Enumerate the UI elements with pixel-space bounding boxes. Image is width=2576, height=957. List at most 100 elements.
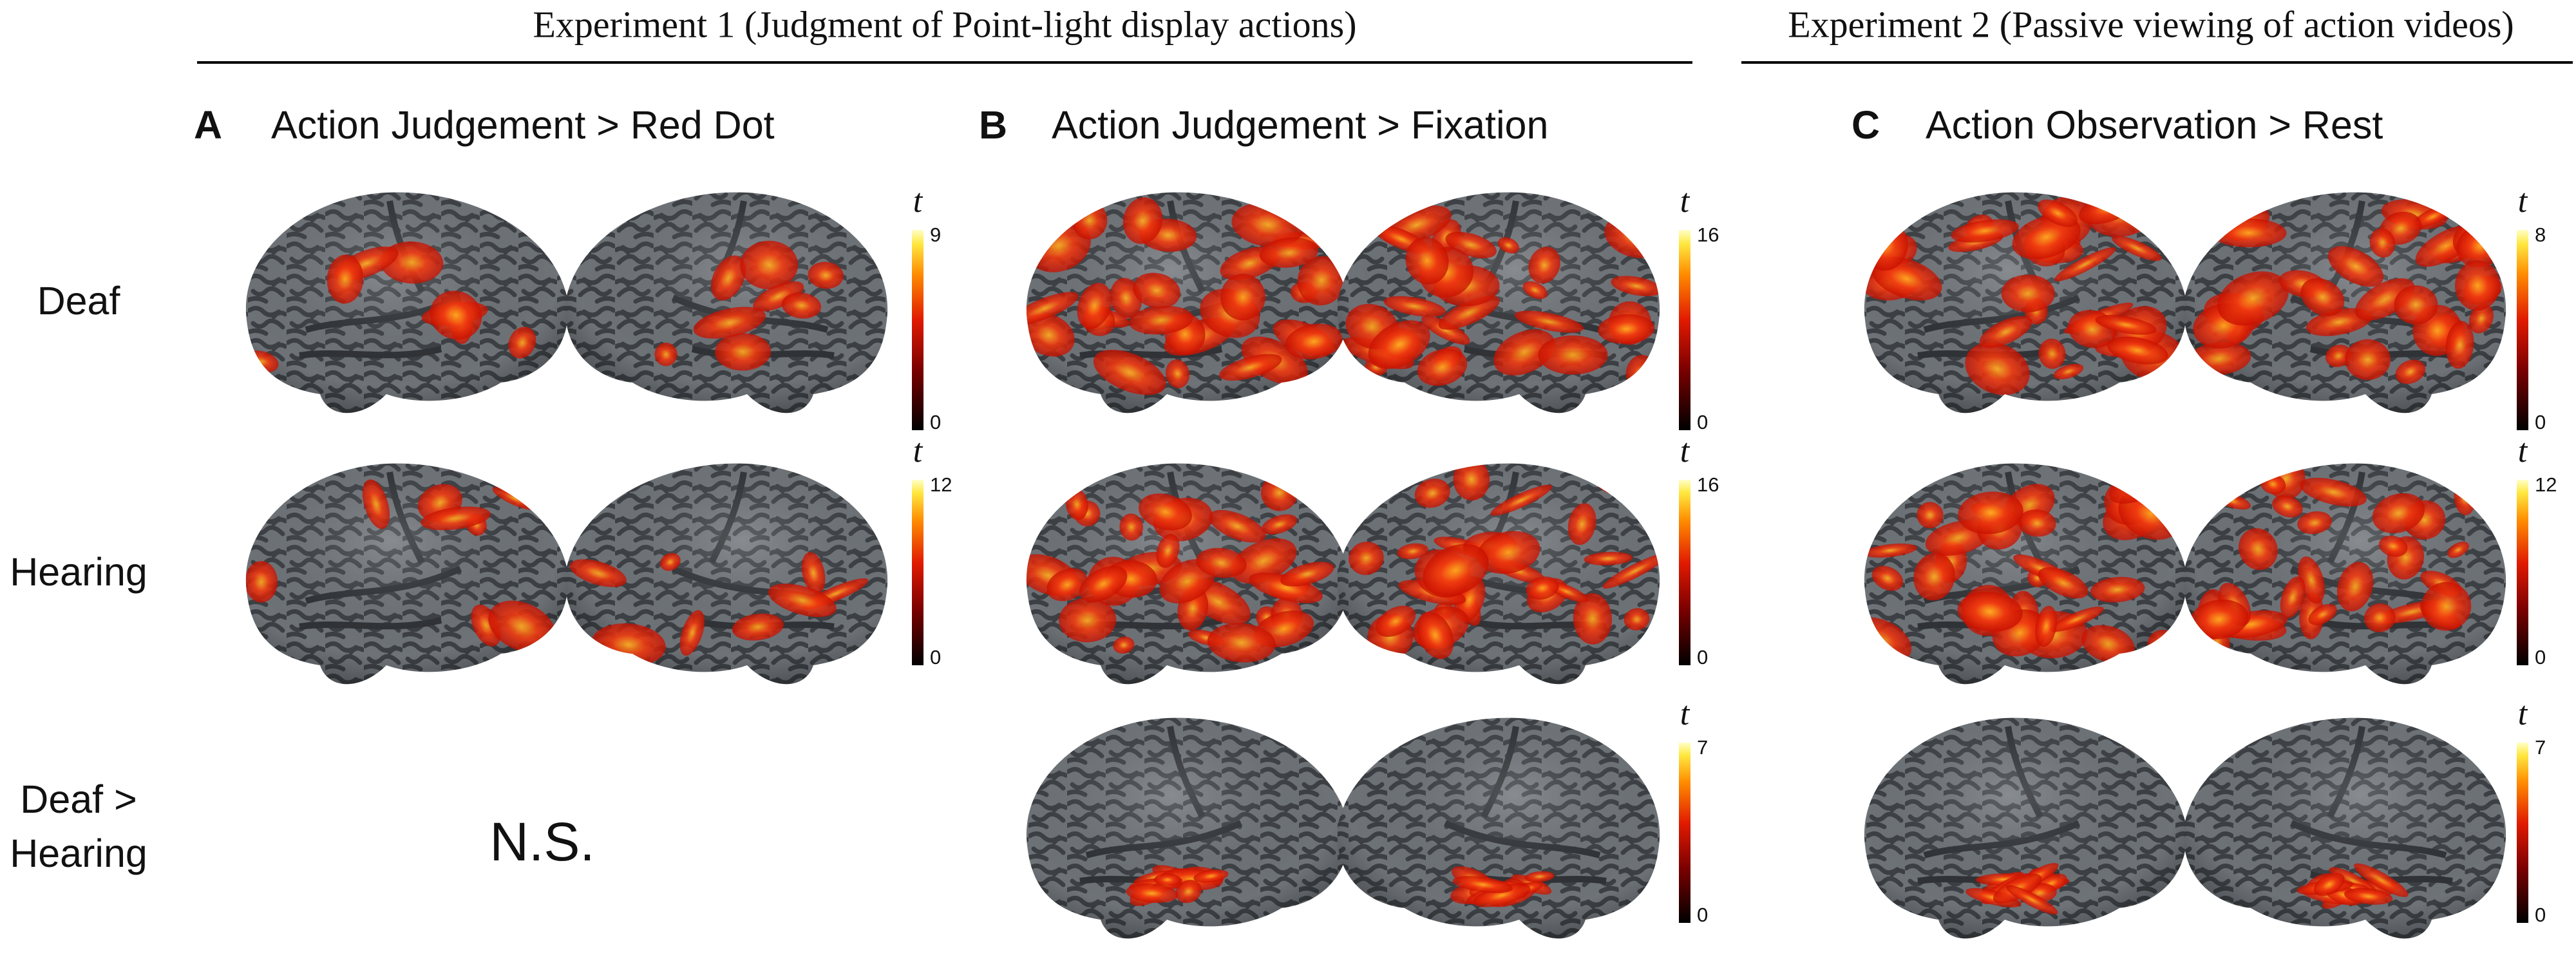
activation-map bbox=[245, 241, 536, 373]
activation-blob bbox=[693, 307, 766, 339]
panel-title: Action Judgement > Red Dot bbox=[271, 103, 775, 147]
activation-blob bbox=[245, 561, 278, 603]
activation-blob bbox=[2468, 303, 2494, 334]
activation-blob bbox=[1417, 348, 1468, 386]
activation-blob bbox=[2300, 278, 2345, 316]
panel-title: Action Observation > Rest bbox=[1926, 103, 2383, 147]
colorbar-min: 0 bbox=[2535, 411, 2546, 433]
colorbar-max: 12 bbox=[930, 473, 952, 496]
experiment-title: Experiment 2 (Passive viewing of action … bbox=[1788, 3, 2514, 45]
activation-blob bbox=[1207, 623, 1276, 663]
activation-blob bbox=[2378, 535, 2408, 557]
row-label: Hearing bbox=[10, 550, 147, 594]
activation-blob bbox=[1414, 478, 1450, 508]
brain bbox=[1864, 718, 2186, 939]
colorbar-max: 7 bbox=[2535, 736, 2546, 759]
activation-blob bbox=[1524, 871, 1555, 882]
activation-blob bbox=[2018, 509, 2056, 537]
activation-blob bbox=[781, 292, 822, 319]
colorbar-symbol: t bbox=[2518, 433, 2528, 469]
activation-blob bbox=[711, 255, 746, 301]
brain bbox=[1859, 184, 2192, 413]
brain-surface bbox=[1864, 718, 2186, 939]
activation-blob bbox=[2345, 339, 2391, 381]
activation-blob bbox=[2445, 321, 2474, 369]
brain bbox=[1027, 718, 1349, 939]
brain-surface bbox=[1027, 718, 1349, 939]
activation-blob bbox=[1453, 463, 1490, 501]
activation-blob bbox=[659, 553, 681, 571]
brain-surface bbox=[246, 464, 568, 685]
activation-blob bbox=[2354, 278, 2415, 321]
activation-blob bbox=[2190, 599, 2249, 640]
activation-blob bbox=[1405, 236, 1449, 285]
activation-blob bbox=[2038, 199, 2078, 227]
colorbar-max: 9 bbox=[930, 223, 941, 246]
activation-map bbox=[245, 479, 556, 653]
activation-blob bbox=[2217, 271, 2289, 326]
activation-blob bbox=[2053, 363, 2084, 380]
activation-blob bbox=[1951, 219, 2020, 243]
activation-blob bbox=[2005, 885, 2058, 914]
activation-blob bbox=[1383, 296, 1446, 317]
activation-blob bbox=[1624, 608, 1650, 630]
activation-blob bbox=[2354, 863, 2409, 897]
colorbar-max: 16 bbox=[1697, 223, 1719, 246]
activation-blob bbox=[1196, 547, 1247, 578]
colorbar-symbol: t bbox=[1680, 696, 1690, 732]
brain bbox=[245, 464, 568, 685]
activation-blob bbox=[2300, 477, 2367, 507]
activation-blob bbox=[2421, 582, 2472, 631]
activation-blob bbox=[1965, 342, 2030, 395]
activation-blob bbox=[1159, 559, 1215, 604]
activation-blob bbox=[1297, 256, 1346, 306]
activation-map bbox=[1026, 474, 1334, 663]
activation-blob bbox=[430, 290, 482, 340]
colorbar bbox=[1679, 230, 1690, 430]
activation-blob bbox=[1473, 884, 1531, 907]
brain bbox=[1338, 718, 1660, 939]
activation-blob bbox=[801, 552, 826, 594]
activation-blob bbox=[1208, 509, 1266, 543]
brain bbox=[2184, 193, 2511, 413]
activation-blob bbox=[1249, 572, 1323, 603]
activation-blob bbox=[732, 613, 784, 641]
activation-blob bbox=[2280, 576, 2306, 618]
activation-blob bbox=[714, 333, 772, 371]
activation-blob bbox=[1452, 876, 1513, 893]
brain-surface bbox=[246, 193, 568, 413]
activation-blob bbox=[2050, 606, 2104, 632]
colorbar-min: 0 bbox=[930, 411, 941, 433]
activation-blob bbox=[1370, 193, 1397, 222]
colorbar-min: 0 bbox=[1697, 411, 1708, 433]
activation-blob bbox=[1864, 543, 1917, 558]
colorbar-min: 0 bbox=[1697, 904, 1708, 926]
activation-blob bbox=[1126, 883, 1179, 904]
activation-map bbox=[654, 240, 844, 371]
activation-blob bbox=[1059, 598, 1117, 643]
activation-blob bbox=[654, 343, 677, 366]
panel-title: Action Judgement > Fixation bbox=[1052, 103, 1548, 147]
activation-blob bbox=[327, 254, 364, 304]
brain bbox=[241, 193, 568, 413]
activation-blob bbox=[2372, 493, 2425, 534]
activation-blob bbox=[1958, 491, 2023, 535]
activation-map bbox=[1450, 866, 1555, 907]
activation-blob bbox=[362, 479, 390, 529]
activation-blob bbox=[1349, 542, 1384, 575]
colorbar bbox=[912, 480, 923, 665]
activation-blob bbox=[1231, 538, 1297, 584]
activation-blob bbox=[1285, 323, 1343, 359]
panel-letter: A bbox=[194, 103, 222, 147]
activation-blob bbox=[1026, 198, 1064, 218]
colorbar-min: 0 bbox=[2535, 646, 2546, 668]
experiment-title: Experiment 1 (Judgment of Point-light di… bbox=[533, 3, 1356, 45]
activation-blob bbox=[740, 240, 799, 290]
colorbar-min: 0 bbox=[2535, 904, 2546, 926]
activation-blob bbox=[1917, 502, 1944, 529]
activation-blob bbox=[2095, 314, 2157, 335]
row-label: Deaf > bbox=[20, 777, 137, 821]
activation-blob bbox=[1133, 272, 1180, 308]
colorbar bbox=[1679, 480, 1690, 665]
